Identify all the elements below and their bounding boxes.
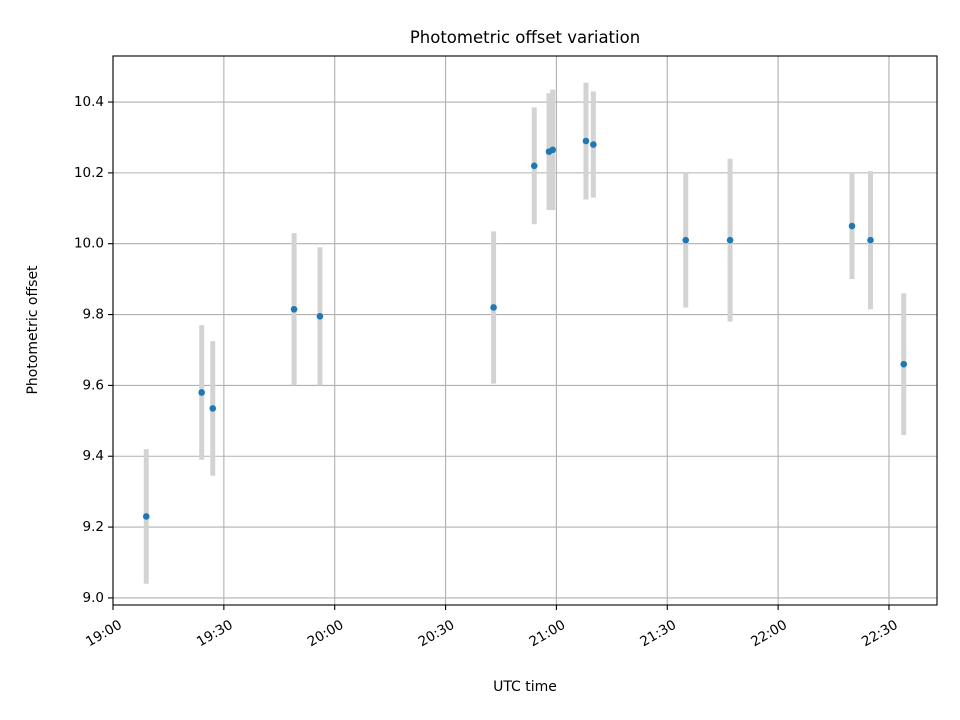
y-tick-label: 9.4 <box>83 448 104 464</box>
data-point <box>316 313 324 320</box>
y-axis-ticks: 9.0 9.2 9.4 9.6 9.8 10.0 10.2 10.4 <box>74 94 113 606</box>
data-point <box>530 162 538 170</box>
data-point <box>490 304 497 311</box>
y-tick-label: 9.8 <box>83 307 104 323</box>
data-point <box>209 405 217 412</box>
y-tick-label: 9.2 <box>83 519 104 535</box>
data-point <box>726 236 734 244</box>
x-axis-label: UTC time <box>493 679 557 695</box>
data-point <box>590 141 597 148</box>
data-point <box>867 236 874 244</box>
y-tick-label: 9.0 <box>83 590 104 606</box>
plot-frame <box>112 55 938 606</box>
data-point <box>142 513 150 520</box>
y-tick-label: 10.4 <box>74 94 104 110</box>
y-axis-label: Photometric offset <box>25 265 41 395</box>
data-point <box>900 360 908 368</box>
grid <box>112 56 937 605</box>
data-point <box>582 137 590 145</box>
y-tick-label: 9.6 <box>83 377 104 393</box>
data-point <box>198 389 205 396</box>
data-point <box>848 222 856 230</box>
data-points <box>142 137 908 520</box>
data-point <box>682 236 690 244</box>
y-tick-label: 10.2 <box>74 165 104 181</box>
y-tick-label: 10.0 <box>74 236 104 252</box>
data-point <box>290 305 298 313</box>
chart-title: Photometric offset variation <box>410 28 640 47</box>
data-point <box>549 146 557 154</box>
